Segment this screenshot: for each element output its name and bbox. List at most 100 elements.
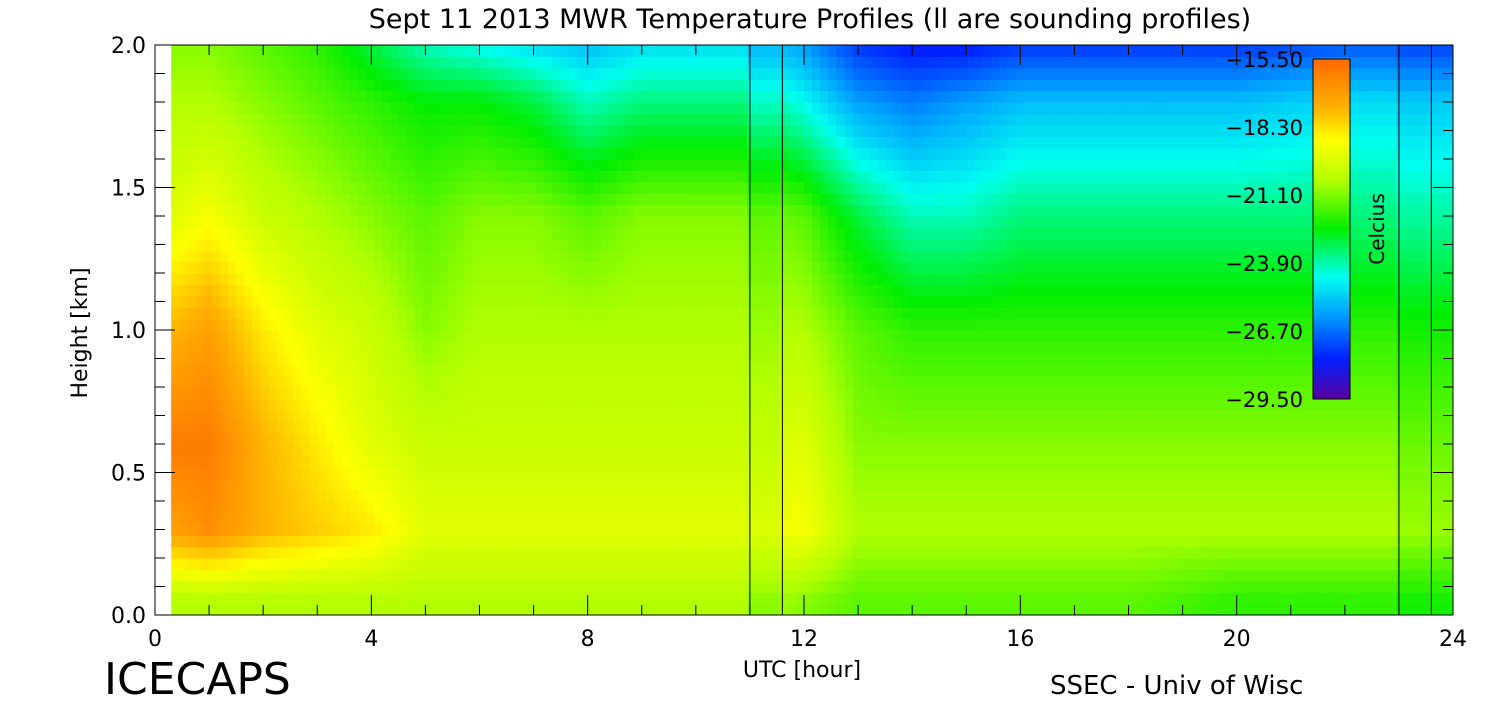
heatmap-cell <box>301 159 310 171</box>
heatmap-cell <box>682 512 692 525</box>
heatmap-cell <box>471 501 481 513</box>
heatmap-cell <box>463 307 472 320</box>
heatmap-cell <box>544 478 554 491</box>
heatmap-cell <box>958 478 967 491</box>
heatmap-cell <box>901 603 911 615</box>
heatmap-cell <box>674 375 683 388</box>
heatmap-cell <box>593 261 602 274</box>
heatmap-cell <box>958 216 967 228</box>
heatmap-cell <box>885 136 894 149</box>
heatmap-cell <box>714 455 724 468</box>
heatmap-cell <box>747 455 756 468</box>
heatmap-cell <box>244 147 253 160</box>
heatmap-cell <box>333 489 343 502</box>
heatmap-cell <box>228 273 237 285</box>
heatmap-cell <box>155 501 164 513</box>
heatmap-cell <box>690 330 700 342</box>
heatmap-cell <box>171 501 180 513</box>
heatmap-cell <box>706 307 716 320</box>
heatmap-cell <box>301 603 310 615</box>
heatmap-cell <box>852 455 862 468</box>
heatmap-cell <box>698 193 708 206</box>
heatmap-cell <box>317 307 326 320</box>
heatmap-cell <box>398 546 408 559</box>
heatmap-cell <box>179 535 189 548</box>
heatmap-cell <box>155 455 164 468</box>
heatmap-cell <box>552 580 562 593</box>
heatmap-cell <box>625 147 635 160</box>
heatmap-cell <box>219 352 229 365</box>
heatmap-cell <box>787 569 797 582</box>
heatmap-cell <box>163 409 172 422</box>
heatmap-cell <box>195 501 205 513</box>
heatmap-cell <box>649 432 659 445</box>
heatmap-cell <box>901 113 911 126</box>
heatmap-cell <box>276 124 286 137</box>
heatmap-cell <box>276 409 286 422</box>
heatmap-cell <box>463 478 472 491</box>
heatmap-cell <box>382 535 391 548</box>
heatmap-cell <box>211 569 221 582</box>
heatmap-cell <box>820 227 829 240</box>
heatmap-cell <box>228 455 237 468</box>
heatmap-cell <box>763 273 773 285</box>
heatmap-cell <box>487 489 497 502</box>
heatmap-cell <box>284 580 294 593</box>
heatmap-cell <box>325 523 335 536</box>
heatmap-cell <box>171 56 180 69</box>
heatmap-cell <box>739 592 748 605</box>
heatmap-cell <box>617 330 627 342</box>
heatmap-cell <box>511 181 521 194</box>
heatmap-cell <box>422 432 432 445</box>
heatmap-cell <box>503 45 513 57</box>
heatmap-cell <box>836 409 846 422</box>
heatmap-cell <box>649 421 659 434</box>
heatmap-cell <box>844 409 854 422</box>
heatmap-cell <box>203 136 213 149</box>
heatmap-cell <box>349 512 359 525</box>
heatmap-cell <box>714 592 724 605</box>
heatmap-cell <box>706 546 716 559</box>
heatmap-cell <box>357 364 367 377</box>
heatmap-cell <box>617 489 627 502</box>
heatmap-cell <box>292 398 302 411</box>
heatmap-cell <box>941 421 951 434</box>
heatmap-cell <box>804 295 813 308</box>
heatmap-cell <box>292 466 302 479</box>
heatmap-cell <box>722 45 732 57</box>
heatmap-cell <box>463 261 472 274</box>
heatmap-cell <box>852 273 862 285</box>
heatmap-cell <box>950 478 959 491</box>
heatmap-cell <box>941 375 951 388</box>
heatmap-cell <box>292 261 302 274</box>
heatmap-cell <box>576 318 586 331</box>
heatmap-cell <box>633 466 643 479</box>
heatmap-cell <box>447 193 456 206</box>
heatmap-cell <box>171 478 180 491</box>
heatmap-cell <box>236 273 245 285</box>
heatmap-cell <box>341 592 351 605</box>
heatmap-cell <box>795 147 805 160</box>
heatmap-cell <box>171 318 180 331</box>
heatmap-cell <box>430 284 440 297</box>
heatmap-cell <box>682 273 692 285</box>
heatmap-cell <box>252 170 262 183</box>
heatmap-cell <box>568 489 578 502</box>
heatmap-cell <box>163 102 172 114</box>
heatmap-cell <box>958 603 967 615</box>
heatmap-cell <box>925 295 935 308</box>
heatmap-cell <box>682 398 692 411</box>
heatmap-cell <box>771 375 781 388</box>
heatmap-cell <box>690 364 700 377</box>
heatmap-cell <box>925 512 935 525</box>
heatmap-cell <box>576 67 586 80</box>
heatmap-cell <box>528 90 537 103</box>
heatmap-cell <box>520 216 529 228</box>
heatmap-cell <box>625 159 635 171</box>
heatmap-cell <box>649 170 659 183</box>
heatmap-cell <box>211 603 221 615</box>
heatmap-cell <box>195 124 205 137</box>
heatmap-cell <box>925 341 935 354</box>
heatmap-cell <box>787 136 797 149</box>
heatmap-cell <box>471 421 481 434</box>
